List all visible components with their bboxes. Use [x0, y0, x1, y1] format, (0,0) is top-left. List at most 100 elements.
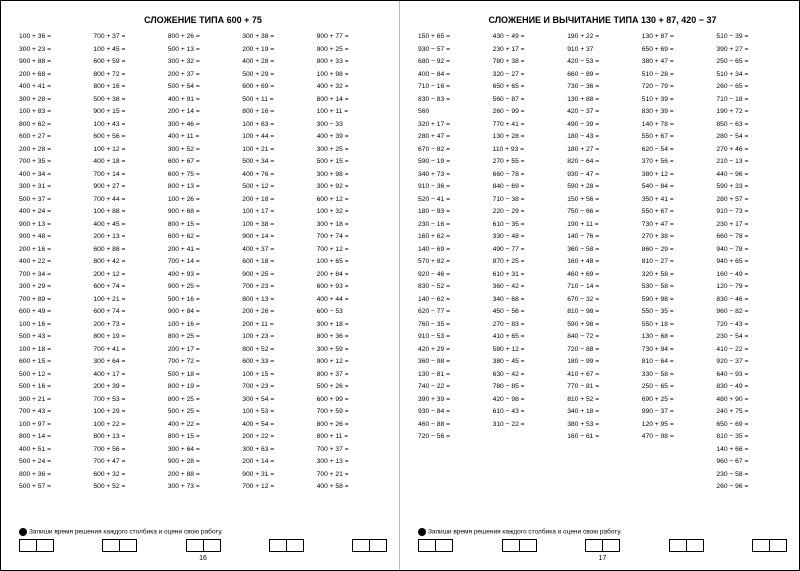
- math-problem: 100 + 44 =: [242, 131, 312, 144]
- math-problem: 260 − 65 =: [716, 81, 787, 94]
- math-problem: 550 + 67 =: [642, 206, 713, 219]
- time-box-pair: [102, 539, 137, 552]
- right-boxes: [418, 539, 787, 552]
- math-problem: 240 + 75 =: [716, 406, 787, 419]
- math-problem: 900 + 31 =: [242, 469, 312, 482]
- time-box: [269, 539, 287, 552]
- math-problem: 220 − 29 =: [493, 206, 564, 219]
- math-problem: 510 + 39 =: [642, 94, 713, 107]
- math-problem: 320 + 58 =: [642, 269, 713, 282]
- math-problem: 600 + 88 =: [93, 244, 163, 257]
- math-problem: 800 + 25 =: [168, 394, 238, 407]
- math-problem: 500 + 16 =: [19, 381, 89, 394]
- left-title: СЛОЖЕНИЕ ТИПА 600 + 75: [19, 15, 387, 25]
- math-problem: 300 + 18 =: [317, 219, 387, 232]
- time-box-pair: [269, 539, 304, 552]
- math-problem: 370 + 56 =: [642, 156, 713, 169]
- math-problem: 720 − 88 =: [567, 344, 638, 357]
- math-problem: 600 + 15 =: [19, 356, 89, 369]
- math-problem: 300 + 31 =: [19, 181, 89, 194]
- math-problem: 300 + 28 =: [19, 94, 89, 107]
- math-problem: 500 + 16 =: [168, 294, 238, 307]
- math-problem: 850 − 63 =: [716, 119, 787, 132]
- math-problem: 300 + 21 =: [19, 394, 89, 407]
- math-problem: 800 + 42 =: [93, 256, 163, 269]
- math-problem: 270 + 46 =: [716, 144, 787, 157]
- math-problem: 810 − 35 =: [716, 431, 787, 444]
- math-problem: 300 + 64 =: [168, 444, 238, 457]
- math-problem: 700 + 12 =: [317, 244, 387, 257]
- math-problem: 800 + 72 =: [93, 69, 163, 82]
- math-problem: 230 − 54 =: [716, 331, 787, 344]
- math-problem: 320 + 17 =: [418, 119, 489, 132]
- math-problem: 940 − 78 =: [716, 244, 787, 257]
- math-problem: 400 + 18 =: [93, 156, 163, 169]
- math-problem: 900 + 68 =: [168, 206, 238, 219]
- math-problem: 110 + 93 =: [493, 144, 564, 157]
- math-problem: 300 + 23 =: [19, 44, 89, 57]
- math-problem: 900 + 27 =: [93, 181, 163, 194]
- math-problem: 200 + 37 =: [168, 69, 238, 82]
- math-problem: 300 − 33: [317, 119, 387, 132]
- math-problem: 300 + 18 =: [317, 319, 387, 332]
- math-problem: 420 − 37 =: [567, 106, 638, 119]
- math-problem: 700 + 56 =: [93, 444, 163, 457]
- time-box: [669, 539, 687, 552]
- math-problem: 660 − 89 =: [567, 69, 638, 82]
- column: 900 + 77 =900 + 25 =800 + 33 =100 + 98 =…: [317, 31, 387, 524]
- math-problem: 100 + 63 =: [242, 119, 312, 132]
- math-problem: 100 + 32 =: [317, 206, 387, 219]
- math-problem: 130 − 81 =: [418, 369, 489, 382]
- math-problem: 700 + 72 =: [168, 356, 238, 369]
- math-problem: 770 − 81 =: [567, 381, 638, 394]
- math-problem: 660 − 78 =: [493, 169, 564, 182]
- math-problem: 600 + 49 =: [19, 306, 89, 319]
- math-problem: 930 − 47 =: [567, 169, 638, 182]
- math-problem: 730 − 36 =: [567, 81, 638, 94]
- time-box: [520, 539, 537, 552]
- math-problem: 200 + 13 =: [93, 231, 163, 244]
- math-problem: 600 + 56 =: [93, 131, 163, 144]
- math-problem: 580 + 12 =: [493, 344, 564, 357]
- math-problem: 100 + 16 =: [168, 319, 238, 332]
- math-problem: 900 + 48 =: [19, 231, 89, 244]
- math-problem: 540 − 84 =: [642, 181, 713, 194]
- right-footer-text: Запиши время решения каждого столбика и …: [428, 529, 622, 536]
- math-problem: 200 + 14 =: [168, 106, 238, 119]
- left-columns: 100 + 36 =300 + 23 =900 + 88 =200 + 68 =…: [19, 31, 387, 524]
- math-problem: 410 + 65 =: [493, 331, 564, 344]
- math-problem: 600 + 32 =: [93, 469, 163, 482]
- math-problem: 480 + 90 =: [716, 394, 787, 407]
- math-problem: 200 + 68 =: [19, 69, 89, 82]
- math-problem: 200 + 39 =: [93, 381, 163, 394]
- left-footer-text: Запиши время решения каждого столбика и …: [29, 529, 223, 536]
- math-problem: 140 − 76 =: [567, 231, 638, 244]
- math-problem: 460 − 88 =: [418, 419, 489, 432]
- time-box: [120, 539, 137, 552]
- math-problem: 200 + 11 =: [242, 319, 312, 332]
- math-problem: 500 + 34 =: [242, 156, 312, 169]
- math-problem: 250 − 65 =: [642, 381, 713, 394]
- math-problem: 780 − 85 =: [493, 381, 564, 394]
- left-pagenum: 16: [19, 555, 387, 562]
- math-problem: 930 − 57 =: [418, 44, 489, 57]
- math-problem: 460 + 69 =: [567, 269, 638, 282]
- math-problem: 680 − 92 =: [418, 56, 489, 69]
- math-problem: 400 + 28 =: [242, 56, 312, 69]
- math-problem: 200 + 12 =: [93, 269, 163, 282]
- math-problem: 160 − 49 =: [716, 269, 787, 282]
- math-problem: 710 − 14 =: [567, 281, 638, 294]
- math-problem: 100 + 88 =: [93, 206, 163, 219]
- math-problem: 700 + 12 =: [242, 481, 312, 494]
- math-problem: 800 + 36 =: [19, 469, 89, 482]
- math-problem: 640 − 93 =: [716, 369, 787, 382]
- time-box-pair: [418, 539, 453, 552]
- math-problem: 500 + 43 =: [19, 331, 89, 344]
- math-problem: 900 + 77 =: [317, 31, 387, 44]
- math-problem: 380 + 12 =: [642, 169, 713, 182]
- math-problem: 270 − 83 =: [493, 319, 564, 332]
- math-problem: 500 + 12 =: [242, 181, 312, 194]
- math-problem: 400 + 54 =: [242, 419, 312, 432]
- math-problem: 800 + 52 =: [242, 344, 312, 357]
- time-box-pair: [186, 539, 221, 552]
